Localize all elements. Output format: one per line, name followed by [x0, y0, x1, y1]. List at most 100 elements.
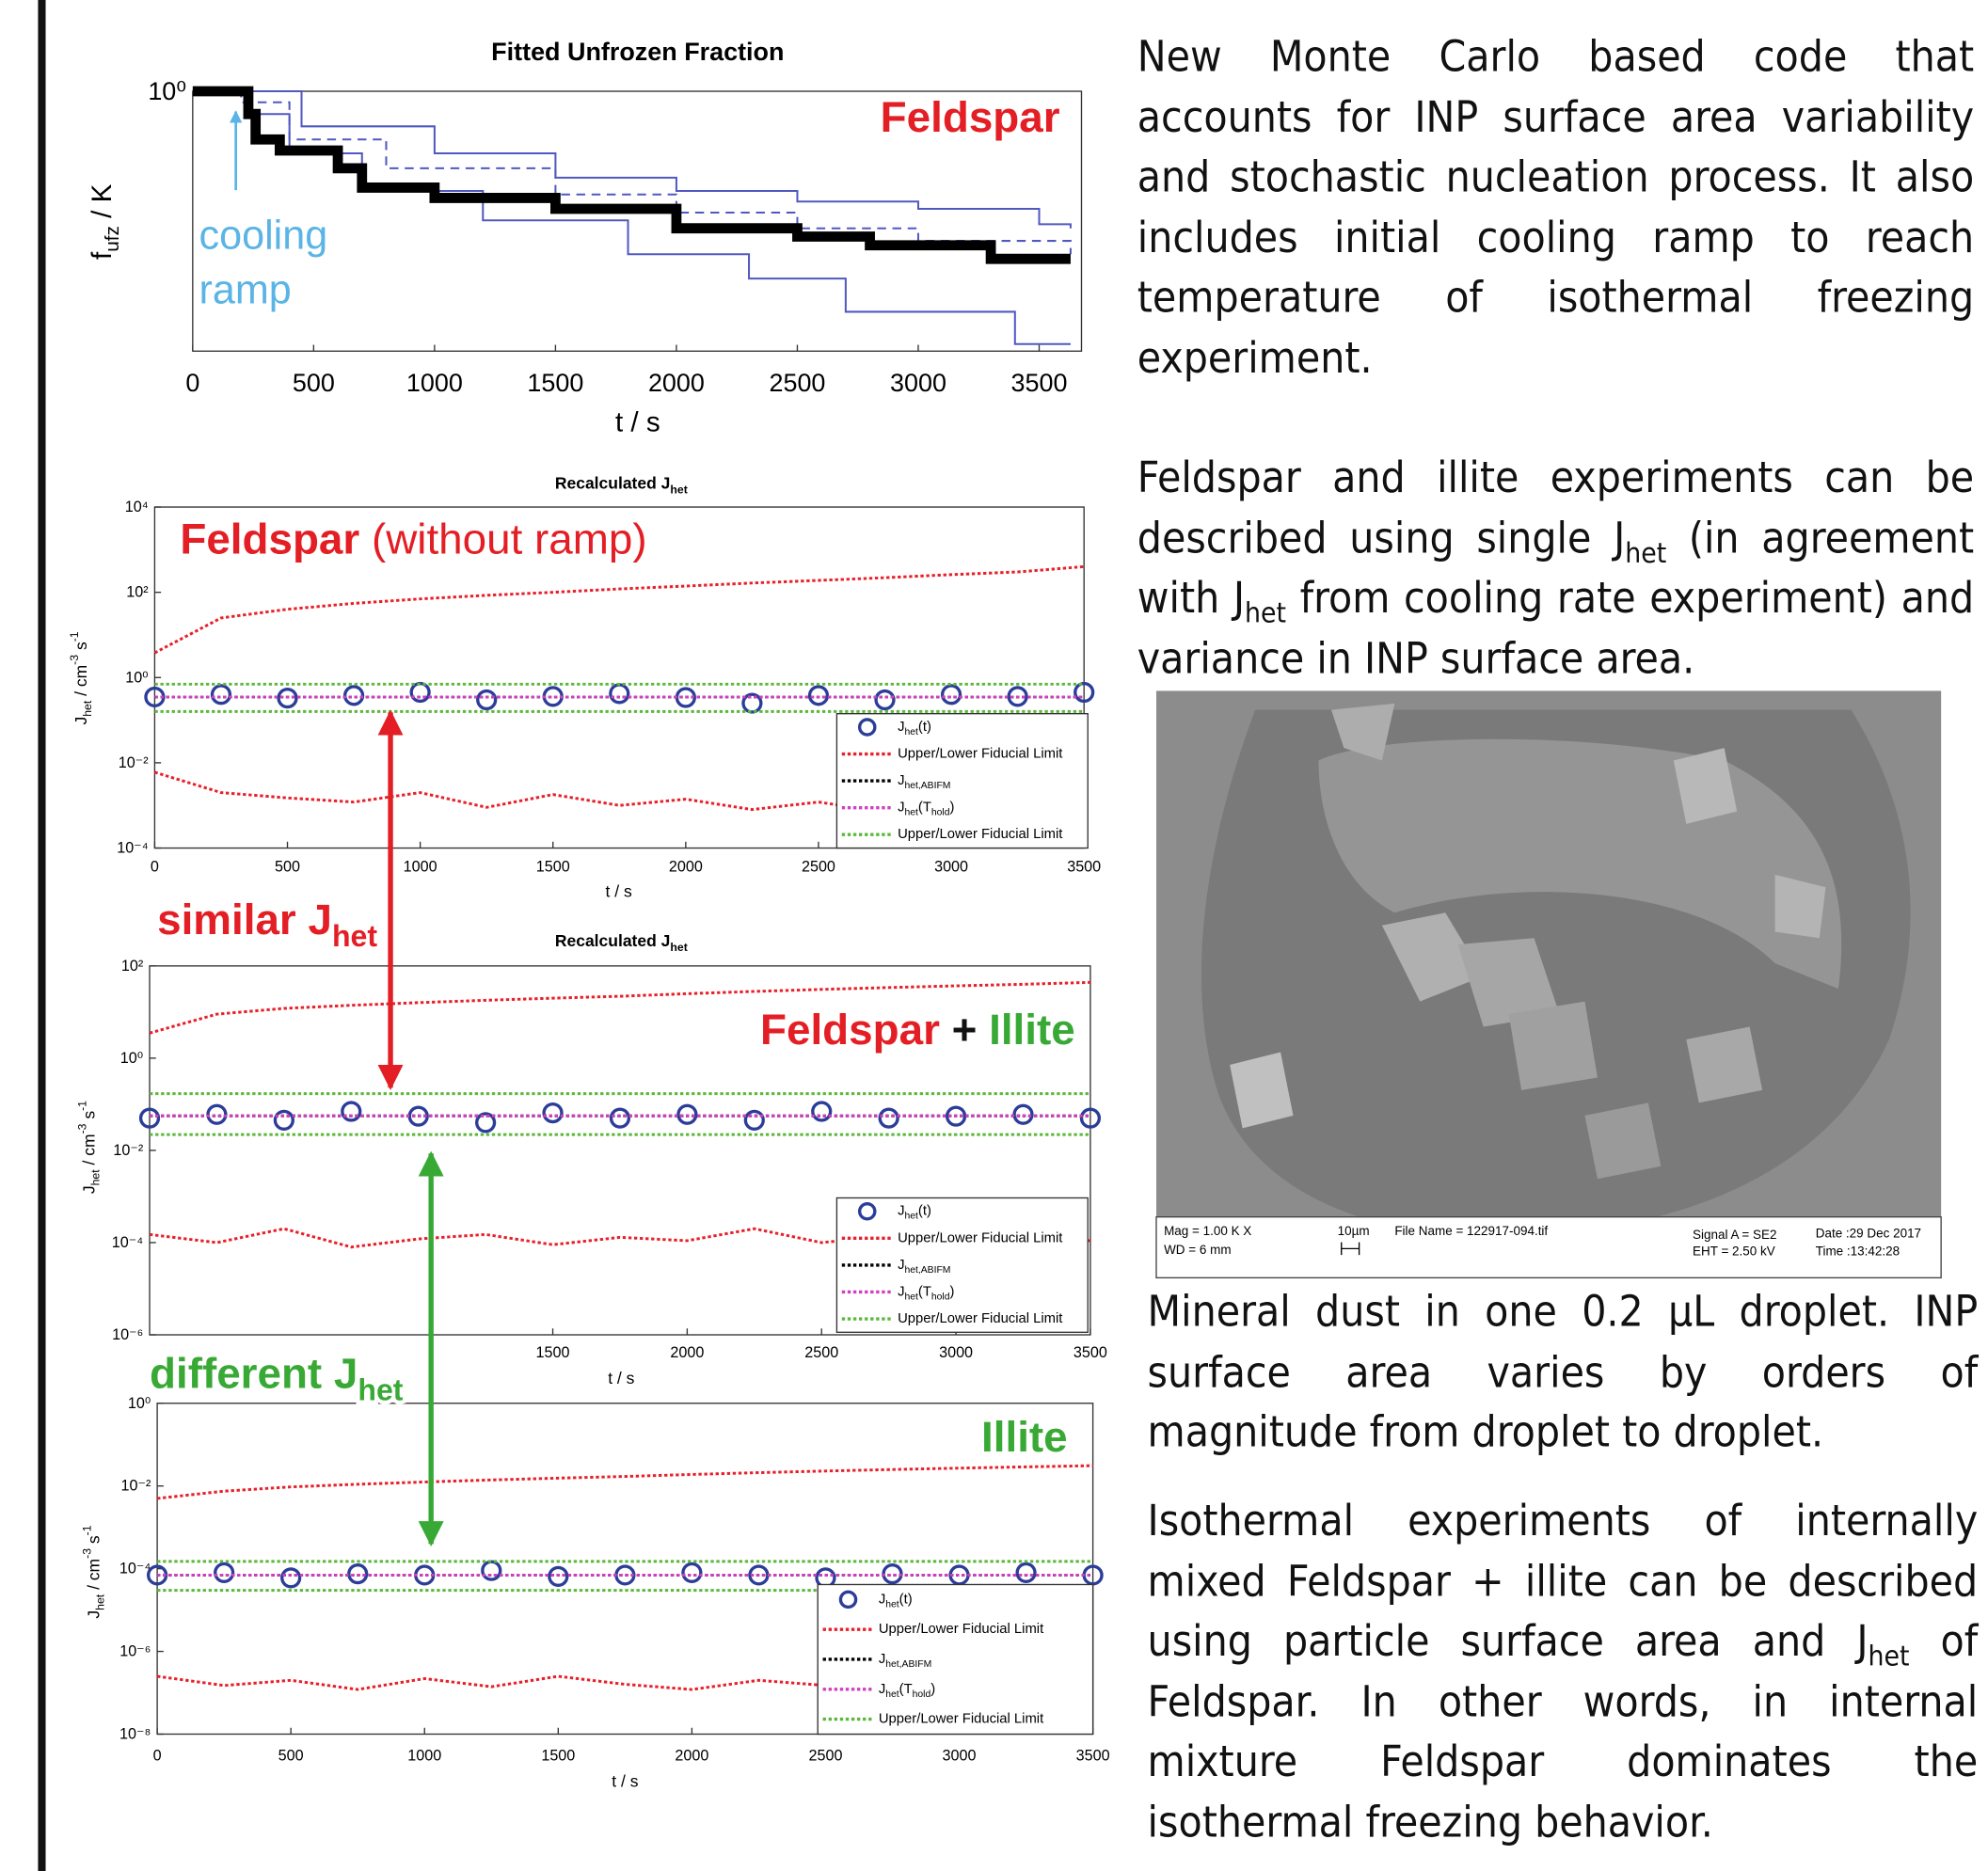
text-part: (without ramp) — [359, 515, 646, 563]
text-part: different J — [150, 1349, 358, 1397]
x-tick-label: 0 — [151, 859, 159, 876]
x-axis-label: t / s — [608, 1369, 634, 1387]
text-part: ) — [930, 1682, 935, 1697]
y-tick-label: 10⁻⁶ — [112, 1326, 143, 1343]
text-part: / cm — [85, 1559, 103, 1594]
text-part: het,ABIFM — [904, 1265, 950, 1276]
x-tick-label: 3000 — [943, 1747, 977, 1764]
text-part: J — [72, 717, 90, 725]
x-tick-label: 3000 — [934, 859, 968, 876]
x-tick-label: 1000 — [404, 859, 437, 876]
annotation: Illite — [981, 1412, 1068, 1460]
text-part: ramp — [199, 268, 292, 313]
text-part: het — [904, 727, 918, 737]
sem-mag: Mag = 1.00 K X — [1164, 1224, 1251, 1238]
text-part: (t) — [918, 1204, 931, 1219]
text-part: (T — [899, 1682, 913, 1697]
x-tick-label: 3500 — [1067, 859, 1101, 876]
text-part: t / s — [608, 1369, 634, 1387]
x-tick-label: 1500 — [536, 1344, 570, 1361]
legend-label: Upper/Lower Fiducial Limit — [898, 1311, 1062, 1326]
y-tick-label: 10⁻⁴ — [117, 840, 148, 857]
text-part: Feldspar — [180, 515, 359, 563]
text-part: J — [879, 1592, 885, 1607]
x-tick-label: 2500 — [802, 859, 835, 876]
border-bar — [38, 0, 45, 1871]
annotation: ramp — [199, 268, 292, 313]
text-part: het — [904, 1212, 918, 1222]
page: {"chart_data": [ {"type": "line", "step"… — [0, 0, 1988, 1871]
text-part: J — [879, 1652, 885, 1667]
annotation: different Jhet — [150, 1349, 404, 1407]
x-axis-label: t / s — [612, 1771, 638, 1790]
text-part: het — [81, 700, 94, 717]
text-part: (t) — [918, 720, 931, 735]
charts: Fitted Unfrozen Fraction 0 500 1000 1500 2000… — [68, 38, 1109, 1790]
subscript: het — [1245, 596, 1286, 629]
text-part: J — [898, 720, 904, 735]
text-part: het — [670, 483, 687, 496]
text-part: het — [904, 808, 918, 818]
y-tick-label: 10² — [121, 958, 144, 975]
y-axis-label: Jhet / cm-3 s-1 — [81, 1525, 107, 1618]
x-tick-label: 3000 — [890, 369, 946, 397]
sem-wd: WD = 6 mm — [1164, 1243, 1231, 1257]
paragraph: Isothermal experiments of internally mix… — [1148, 1492, 1979, 1853]
chart-title: Recalculated Jhet — [555, 931, 688, 954]
legend-label: Upper/Lower Fiducial Limit — [898, 1230, 1062, 1245]
y-tick-label: 10⁰ — [128, 1395, 151, 1412]
text-part: het — [904, 1292, 918, 1302]
x-tick-label: 0 — [185, 369, 199, 397]
text-part: het — [358, 1372, 403, 1406]
y-tick-label: 10² — [126, 584, 149, 601]
x-axis-label: t / s — [615, 406, 660, 437]
x-tick-label: 500 — [293, 369, 335, 397]
text-part: hold — [931, 808, 950, 818]
paragraph: Feldspar and illite experiments can be d… — [1137, 449, 1974, 690]
sem-file: File Name = 122917-094.tif — [1394, 1224, 1548, 1238]
y-axis-label: Jhet / cm-3 s-1 — [68, 631, 94, 724]
text-part: J — [898, 1204, 904, 1219]
text-part: cooling — [199, 214, 328, 259]
text-part: J — [898, 773, 904, 788]
x-tick-label: 2500 — [769, 369, 825, 397]
annotation: similar Jhet — [157, 895, 377, 952]
text-part: s — [79, 1111, 98, 1124]
text-part: -3 — [68, 655, 81, 665]
x-tick-label: 0 — [153, 1747, 162, 1764]
y-tick-label: 10⁴ — [125, 499, 149, 515]
chart-title: Fitted Unfrozen Fraction — [491, 38, 784, 66]
text-part: f — [86, 251, 117, 260]
x-tick-label: 3500 — [1011, 369, 1068, 397]
text-part: -1 — [68, 631, 81, 642]
x-tick-label: 500 — [278, 1747, 304, 1764]
sem-signal: Signal A = SE2 — [1693, 1228, 1777, 1242]
text-part: hold — [913, 1689, 931, 1700]
text-part: s — [72, 642, 90, 655]
text-part: het — [94, 1594, 107, 1610]
text-run: Mineral dust in one 0.2 µL droplet. INP … — [1148, 1287, 1979, 1458]
text-part: J — [898, 1284, 904, 1299]
sem-image: Mag = 1.00 K X WD = 6 mm 10µm File Name … — [1156, 690, 1941, 1277]
text-part: het — [88, 1169, 102, 1186]
text-part: Illite — [981, 1412, 1068, 1460]
text-part: -1 — [75, 1101, 88, 1111]
y-tick-label: 10⁰ — [148, 77, 186, 105]
sem-scale: 10µm — [1338, 1224, 1370, 1238]
annotation: Feldspar — [881, 92, 1060, 140]
y-axis-label: fufz / K — [86, 183, 122, 260]
x-tick-label: 2000 — [670, 1344, 704, 1361]
sem-eht: EHT = 2.50 kV — [1693, 1245, 1775, 1259]
text-part: het — [885, 1599, 899, 1609]
sem-particle — [1509, 1002, 1598, 1090]
text-part: ufz — [102, 226, 123, 252]
text-part: s — [85, 1535, 103, 1548]
text-part: het — [670, 941, 687, 954]
sem-particle — [1584, 1102, 1661, 1179]
text-run: Isothermal experiments of internally mix… — [1148, 1496, 1979, 1667]
x-tick-label: 3500 — [1074, 1344, 1107, 1361]
legend-label: Upper/Lower Fiducial Limit — [879, 1712, 1043, 1727]
text-part: J — [898, 801, 904, 816]
annotation: cooling — [199, 214, 328, 259]
text-part: het,ABIFM — [904, 781, 950, 791]
